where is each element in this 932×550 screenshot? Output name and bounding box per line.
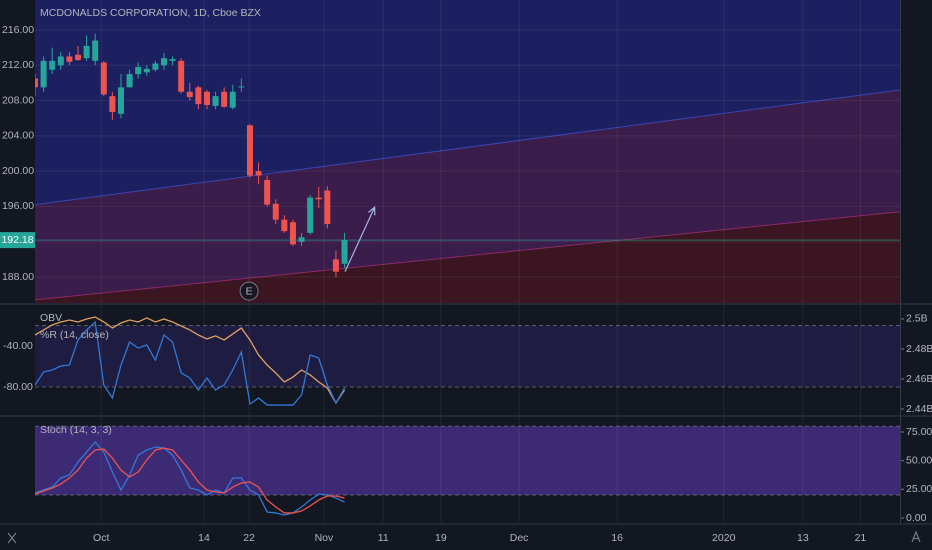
y-tick-label: 0.00 xyxy=(906,512,927,524)
y-tick-label: 75.00 xyxy=(906,426,932,438)
earnings-marker xyxy=(239,281,259,301)
x-tick-label: 19 xyxy=(435,532,447,544)
pane: E xyxy=(35,0,900,303)
trend-arrow xyxy=(344,206,376,272)
candle-body xyxy=(324,190,331,225)
legend-entry: OBV xyxy=(40,312,62,324)
y2-tick-label: 2.44B xyxy=(906,403,932,415)
x-tick-label: Dec xyxy=(510,532,529,544)
candle-body xyxy=(298,237,305,242)
candle-body xyxy=(272,203,279,220)
last-price-label: 192.18 xyxy=(1,234,33,246)
legend-entry: %R (14, close) xyxy=(40,329,109,341)
candle-body xyxy=(212,96,219,106)
candle-body xyxy=(289,222,296,245)
x-tick-label: Nov xyxy=(315,532,334,544)
candle-body xyxy=(178,60,185,92)
channel-lower-line xyxy=(35,211,900,301)
candle-body xyxy=(238,86,245,88)
candle-body xyxy=(49,60,56,70)
candle-body xyxy=(100,62,107,95)
band-fill xyxy=(35,325,900,388)
channel-upper-line xyxy=(35,89,900,206)
x-tick-label: 16 xyxy=(611,532,623,544)
auto-scale-button[interactable] xyxy=(911,530,921,543)
candle-body xyxy=(186,91,193,98)
x-tick-label: Oct xyxy=(93,532,109,544)
x-tick-label: 2020 xyxy=(712,532,736,544)
settings-icon[interactable] xyxy=(7,532,17,544)
candle-body xyxy=(195,87,202,105)
candle-body xyxy=(143,68,150,73)
y2-tick-label: 2.48B xyxy=(906,343,932,355)
y-tick-label: -40.00 xyxy=(3,340,33,352)
y2-tick-label: 2.46B xyxy=(906,373,932,385)
last-price-box xyxy=(0,232,35,249)
series-line xyxy=(35,447,345,514)
y-tick-label: 200.00 xyxy=(2,165,34,177)
candle-body xyxy=(152,63,159,70)
y-tick-label: 196.00 xyxy=(2,200,34,212)
pane-title: Stoch (14, 3, 3) xyxy=(40,424,112,436)
candle-body xyxy=(307,197,314,233)
candle-body xyxy=(92,40,99,61)
x-tick-label: 21 xyxy=(855,532,867,544)
candle-body xyxy=(255,171,262,176)
candle-body xyxy=(281,219,288,232)
x-tick-label: 22 xyxy=(243,532,255,544)
x-tick-label: 11 xyxy=(378,532,389,544)
candle-body xyxy=(169,59,176,61)
candle-body xyxy=(35,78,38,88)
pane xyxy=(35,305,900,415)
series-line xyxy=(35,316,346,405)
pane xyxy=(35,417,900,522)
x-tick-label: 13 xyxy=(797,532,809,544)
candle-body xyxy=(74,54,81,60)
y-tick-label: -80.00 xyxy=(3,381,33,393)
candle-body xyxy=(40,60,47,88)
candle-body xyxy=(341,239,348,264)
candle-body xyxy=(83,45,90,59)
x-tick-label: 14 xyxy=(198,532,210,544)
y-tick-label: 188.00 xyxy=(2,271,34,283)
candle-body xyxy=(229,91,236,108)
y2-tick-label: 2.5B xyxy=(906,313,928,325)
candle-body xyxy=(126,74,133,88)
candle-body xyxy=(135,67,142,75)
candle-body xyxy=(160,58,167,66)
y-tick-label: 212.00 xyxy=(2,59,34,71)
candle-body xyxy=(117,87,124,114)
channel-middle-region xyxy=(35,89,900,300)
series-line xyxy=(35,320,346,406)
candle-body xyxy=(203,91,210,105)
candle-body xyxy=(66,56,73,62)
y-tick-label: 50.00 xyxy=(906,454,932,466)
candle-body xyxy=(57,56,64,66)
candle-body xyxy=(264,179,271,205)
earnings-label: E xyxy=(246,285,253,297)
y-tick-label: 25.00 xyxy=(906,483,932,495)
band-fill xyxy=(35,426,900,496)
candle-body xyxy=(315,197,322,200)
candle-body xyxy=(246,125,253,176)
candle-body xyxy=(109,96,116,113)
y-tick-label: 208.00 xyxy=(2,94,34,106)
channel-lower-region xyxy=(35,211,900,303)
candle-body xyxy=(221,91,228,107)
y-tick-label: 204.00 xyxy=(2,130,34,142)
y-tick-label: 216.00 xyxy=(2,24,34,36)
candle-body xyxy=(332,259,339,272)
pane-title: MCDONALDS CORPORATION, 1D, Cboe BZX xyxy=(40,7,261,19)
